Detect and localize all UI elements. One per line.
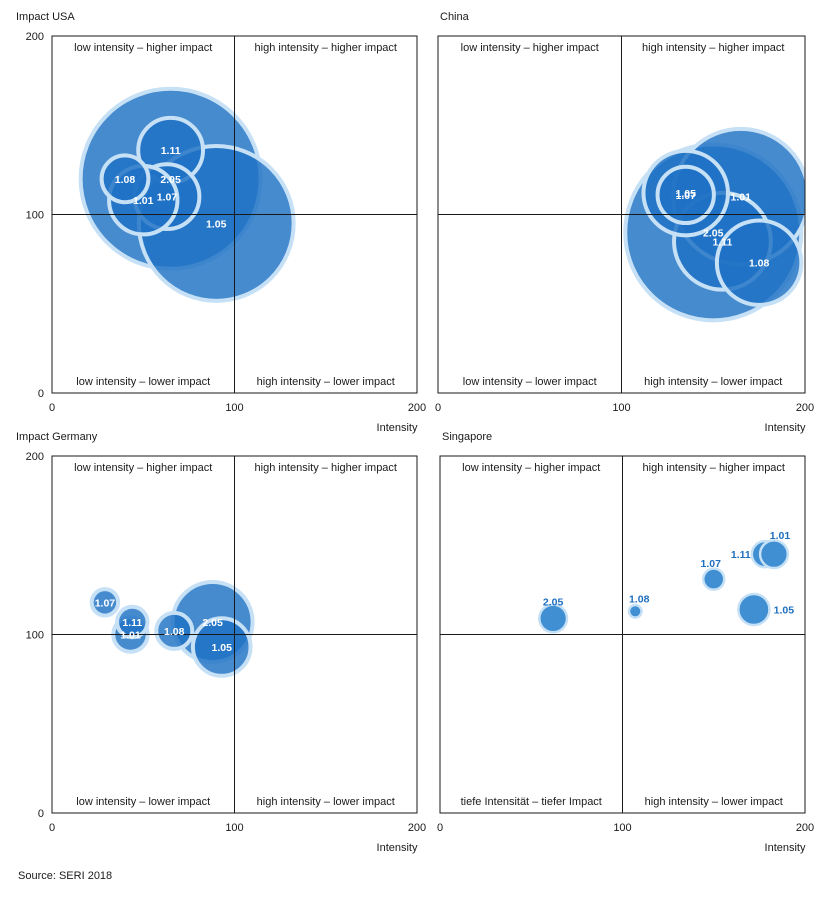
x-tick-label: 0 bbox=[435, 402, 441, 414]
bubble-label-1.01: 1.01 bbox=[133, 195, 154, 207]
bubble-1.07 bbox=[89, 587, 121, 618]
x-axis-label: Intensity bbox=[377, 842, 418, 854]
x-tick-label: 200 bbox=[796, 822, 814, 834]
y-tick-label: 100 bbox=[26, 210, 44, 222]
bubble-label-1.08: 1.08 bbox=[115, 174, 136, 186]
bubble-1.07 bbox=[655, 164, 716, 226]
bubble-label-1.05: 1.05 bbox=[206, 218, 227, 230]
x-tick-label: 200 bbox=[796, 402, 814, 414]
quadrant-label-top-right: high intensity – higher impact bbox=[642, 42, 784, 54]
x-axis-label: Intensity bbox=[765, 842, 806, 854]
quadrant-label-bottom-right: high intensity – lower impact bbox=[645, 796, 783, 808]
plot-frame bbox=[51, 455, 418, 814]
y-tick-label: 200 bbox=[26, 31, 44, 43]
quadrant-label-bottom-left: low intensity – lower impact bbox=[463, 376, 597, 388]
plot-frame bbox=[51, 35, 418, 394]
bubble-label-1.07: 1.07 bbox=[676, 190, 697, 202]
plot-frame bbox=[437, 35, 806, 394]
panel-title: Impact Germany bbox=[16, 431, 98, 443]
bubble-label-1.07: 1.07 bbox=[95, 597, 116, 609]
bubbles bbox=[623, 126, 805, 323]
bubble-1.01 bbox=[758, 539, 790, 570]
bubble-label-2.05: 2.05 bbox=[703, 227, 724, 239]
quadrant-label-top-right: high intensity – higher impact bbox=[255, 462, 397, 474]
quadrant-label-bottom-left: tiefe Intensität – tiefer Impact bbox=[461, 796, 602, 808]
bubble-label-1.01: 1.01 bbox=[770, 530, 791, 542]
bubble-label-1.08: 1.08 bbox=[629, 593, 650, 605]
bubble-1.05 bbox=[190, 616, 253, 678]
quadrant-label-top-right: high intensity – higher impact bbox=[255, 42, 397, 54]
quadrant-label-bottom-right: high intensity – lower impact bbox=[257, 796, 395, 808]
bubble-label-1.11: 1.11 bbox=[122, 617, 142, 629]
x-tick-label: 200 bbox=[408, 402, 426, 414]
x-tick-label: 200 bbox=[408, 822, 426, 834]
bubble-label-1.01: 1.01 bbox=[731, 192, 752, 204]
quadrant-label-top-right: high intensity – higher impact bbox=[643, 462, 785, 474]
x-axis-label: Intensity bbox=[765, 422, 806, 434]
bubble-label-1.11: 1.11 bbox=[712, 236, 732, 248]
bubble-label-2.05: 2.05 bbox=[160, 174, 181, 186]
bubble-1.08 bbox=[627, 603, 643, 619]
bubble-label-1.08: 1.08 bbox=[749, 258, 770, 270]
x-axis-label: Intensity bbox=[377, 422, 418, 434]
quadrant-label-top-left: low intensity – higher impact bbox=[74, 462, 212, 474]
bubble-label-1.11: 1.11 bbox=[731, 549, 751, 561]
bubble-label-1.08: 1.08 bbox=[164, 626, 185, 638]
quadrant-label-top-left: low intensity – higher impact bbox=[461, 42, 599, 54]
bubbles bbox=[78, 86, 296, 303]
quadrant-label-top-left: low intensity – higher impact bbox=[74, 42, 212, 54]
x-tick-label: 100 bbox=[613, 822, 631, 834]
x-tick-label: 0 bbox=[49, 822, 55, 834]
x-tick-label: 0 bbox=[437, 822, 443, 834]
y-tick-label: 0 bbox=[38, 808, 44, 820]
bubble-2.05 bbox=[538, 603, 569, 634]
chart-panel-usa: 2.05 1.05 1.11 1.071.01 1.08 low intensity – … bbox=[16, 11, 426, 434]
x-tick-label: 0 bbox=[49, 402, 55, 414]
bubble-label-1.05: 1.05 bbox=[212, 642, 233, 654]
chart-panel-germany: 2.05 1.05 1.08 1.011.11 1.07 low intensity – … bbox=[16, 431, 426, 854]
bubbles bbox=[538, 539, 790, 634]
source-note: Source: SERI 2018 bbox=[18, 870, 113, 882]
panel-title: China bbox=[440, 11, 470, 23]
bubble-label-1.11: 1.11 bbox=[161, 145, 181, 157]
chart-panel-singapore: 2.05 1.08 1.07 1.11 1.01 1.05 low intensity – … bbox=[437, 431, 814, 854]
quadrant-label-top-left: low intensity – higher impact bbox=[462, 462, 600, 474]
bubble-label-2.05: 2.05 bbox=[543, 596, 564, 608]
bubble-1.08 bbox=[714, 218, 804, 307]
y-tick-label: 100 bbox=[26, 630, 44, 642]
y-tick-label: 0 bbox=[38, 388, 44, 400]
quadrant-label-bottom-left: low intensity – lower impact bbox=[76, 376, 210, 388]
bubble-label-1.01: 1.01 bbox=[120, 630, 141, 642]
panel-title: Impact USA bbox=[16, 11, 75, 23]
bubbles bbox=[89, 580, 255, 678]
bubble-label-1.05: 1.05 bbox=[774, 605, 795, 617]
x-tick-label: 100 bbox=[225, 402, 243, 414]
quadrant-label-bottom-right: high intensity – lower impact bbox=[644, 376, 782, 388]
y-tick-label: 200 bbox=[26, 451, 44, 463]
chart-panel-china: 2.05 1.01 1.11 1.05 1.08 1.07 low intensity – … bbox=[435, 11, 814, 434]
x-tick-label: 100 bbox=[612, 402, 630, 414]
bubble-1.11 bbox=[115, 604, 150, 640]
bubble-1.08 bbox=[154, 610, 195, 651]
bubble-label-1.05: 1.05 bbox=[676, 188, 697, 200]
bubble-1.08 bbox=[99, 153, 151, 205]
plot-frame bbox=[439, 455, 806, 814]
bubble-label-2.05: 2.05 bbox=[202, 617, 223, 629]
bubble-label-1.07: 1.07 bbox=[157, 192, 178, 204]
bubble-1.07 bbox=[702, 567, 726, 591]
bubble-label-1.07: 1.07 bbox=[701, 558, 722, 570]
quadrant-label-bottom-left: low intensity – lower impact bbox=[76, 796, 210, 808]
x-tick-label: 100 bbox=[225, 822, 243, 834]
bubble-1.05 bbox=[737, 592, 771, 627]
quadrant-label-bottom-right: high intensity – lower impact bbox=[257, 376, 395, 388]
panel-title: Singapore bbox=[442, 431, 492, 443]
